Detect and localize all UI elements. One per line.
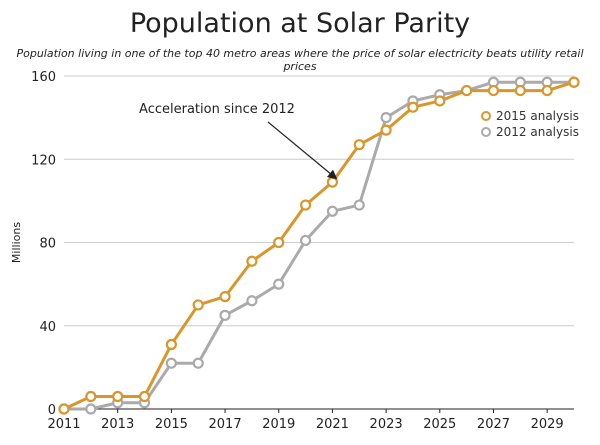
- series-0-point-19: [568, 76, 580, 88]
- series-0-point-11: [353, 139, 365, 151]
- series-0-point-0: [58, 403, 70, 415]
- series-0-point-6: [219, 291, 231, 303]
- y-tick-label-4: 160: [31, 70, 56, 85]
- series-1-point-6: [219, 309, 231, 321]
- y-axis-label: Millions: [10, 222, 23, 263]
- annotations: Acceleration since 2012: [139, 102, 338, 180]
- series-0-point-4: [165, 338, 177, 351]
- y-tick-label-2: 80: [39, 237, 56, 252]
- series-0-point-8: [273, 236, 285, 249]
- annotation-text-0: Acceleration since 2012: [139, 102, 295, 117]
- series-0-point-2: [112, 390, 124, 403]
- x-tick-label-4: 2019: [262, 417, 295, 432]
- x-tick-label-1: 2013: [101, 417, 134, 432]
- series-0-point-3: [138, 390, 151, 403]
- x-tick-label-9: 2029: [531, 417, 564, 432]
- axes: 0 40 80 120 160 2011 2013 2015 2017 2019 2021 2023 2…: [10, 70, 574, 432]
- series-1-point-12: [380, 112, 392, 124]
- x-tick-label-6: 2023: [370, 417, 403, 432]
- y-tick-label-0: 0: [48, 403, 56, 418]
- x-tick-label-8: 2027: [477, 417, 510, 432]
- series-1-point-7: [246, 295, 258, 307]
- series-lines: [58, 76, 580, 415]
- series-0-point-9: [299, 199, 312, 211]
- series-1-point-8: [273, 278, 285, 290]
- x-tick-label-2: 2015: [155, 417, 188, 432]
- grid-lines: [64, 75, 574, 327]
- y-tick-label-3: 120: [31, 153, 56, 168]
- chart-title: Population at Solar Parity: [129, 8, 471, 39]
- annotation-arrow-0: [267, 121, 338, 180]
- x-tick-label-0: 2011: [47, 417, 80, 432]
- series-1-point-11: [353, 199, 365, 211]
- series-1-point-1: [85, 403, 97, 415]
- series-0-point-10: [326, 176, 339, 188]
- legend-marker-0: [481, 111, 491, 121]
- series-1-point-4: [165, 357, 177, 369]
- series-0-point-5: [192, 299, 204, 311]
- chart-subtitle: Population living in one of the top 40 m…: [16, 47, 584, 73]
- series-0-point-16: [487, 84, 500, 97]
- series-0-point-7: [246, 255, 258, 267]
- x-tick-label-7: 2025: [423, 417, 456, 432]
- legend-marker-1: [481, 127, 491, 137]
- series-0-point-17: [514, 84, 526, 97]
- legend: 2015 analysis 2012 analysis: [481, 109, 579, 139]
- y-tick-label-1: 40: [39, 320, 56, 335]
- series-0-point-12: [380, 124, 392, 136]
- series-1-point-9: [299, 234, 312, 247]
- series-1-point-5: [192, 357, 204, 369]
- series-0-point-13: [407, 101, 419, 113]
- x-tick-label-5: 2021: [316, 417, 349, 432]
- series-0-point-18: [541, 84, 553, 97]
- series-0-point-14: [434, 95, 446, 107]
- series-0-point-15: [461, 84, 473, 97]
- legend-label-0: 2015 analysis: [496, 109, 579, 123]
- x-tick-label-3: 2017: [209, 417, 242, 432]
- series-1-point-10: [326, 205, 339, 217]
- series-0-point-1: [85, 390, 97, 403]
- legend-label-1: 2012 analysis: [496, 125, 579, 139]
